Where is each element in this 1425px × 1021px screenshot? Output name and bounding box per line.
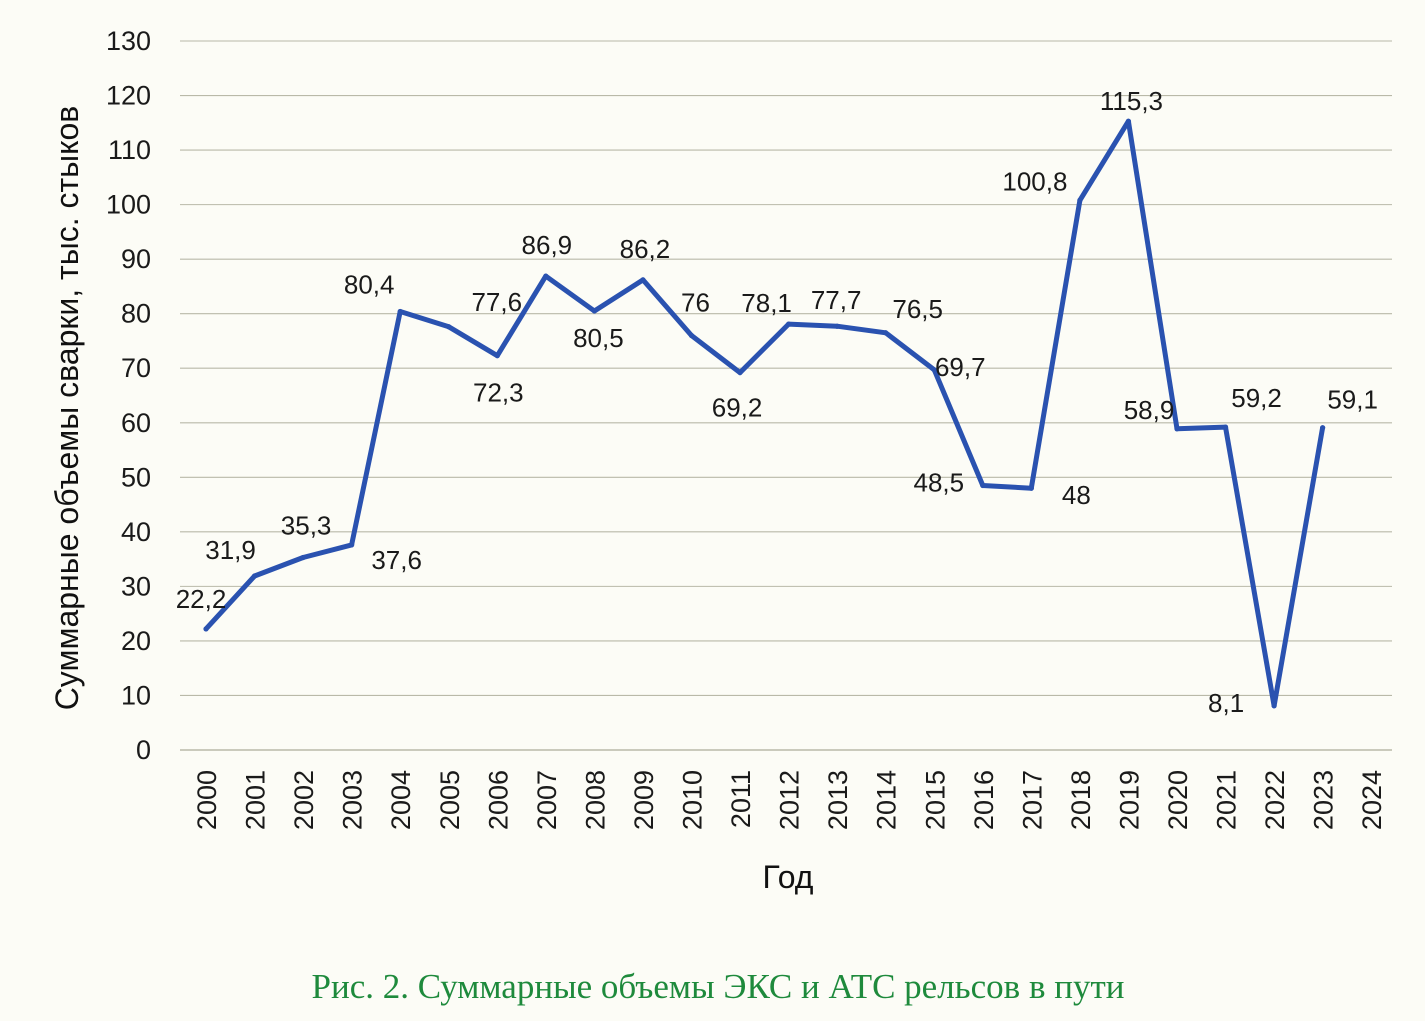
x-tick-label: 2007 xyxy=(532,770,562,830)
figure-caption: Рис. 2. Суммарные объемы ЭКС и АТС рельс… xyxy=(312,967,1125,1006)
data-label-2009: 86,2 xyxy=(620,234,671,264)
data-point-2004 xyxy=(397,308,403,315)
y-tick-label: 120 xyxy=(106,81,151,111)
data-label-2019: 115,3 xyxy=(1100,86,1163,116)
grid-lines xyxy=(180,40,1392,751)
data-point-2003 xyxy=(349,542,355,548)
data-point-2008 xyxy=(591,308,598,314)
x-tick-label: 2006 xyxy=(483,770,513,830)
data-label-2012: 78,1 xyxy=(741,288,792,318)
x-tick-label: 2016 xyxy=(969,770,999,830)
y-tick-label: 100 xyxy=(106,190,151,220)
x-tick-label: 2019 xyxy=(1114,770,1144,830)
data-point-2018 xyxy=(1077,197,1083,203)
y-tick-label: 80 xyxy=(121,299,151,329)
data-label-2016: 48,5 xyxy=(913,467,964,497)
data-label-2022: 8,1 xyxy=(1208,688,1244,718)
y-tick-label: 0 xyxy=(136,735,151,765)
x-tick-label: 2002 xyxy=(289,770,319,830)
data-labels: 22,2 31,9 35,3 37,6 80,4 77,6 72,3 86,9 80,5 86,2… xyxy=(176,86,1378,718)
data-point-2010 xyxy=(688,332,695,339)
data-label-2020: 58,9 xyxy=(1124,395,1175,425)
x-tick-label: 2017 xyxy=(1017,770,1047,830)
data-point-2000 xyxy=(203,626,209,632)
y-tick-label: 90 xyxy=(121,244,151,274)
data-label-2023: 59,1 xyxy=(1327,385,1378,415)
data-point-2014 xyxy=(883,330,889,336)
y-axis-ticks: 0 10 20 30 40 50 60 70 80 90 100 110 120 130 xyxy=(106,26,151,765)
x-tick-label: 2013 xyxy=(823,770,853,830)
x-tick-label: 2009 xyxy=(629,770,659,830)
data-label-2005: 77,6 xyxy=(471,287,522,317)
series-line xyxy=(203,118,1326,709)
x-tick-label: 2005 xyxy=(435,770,465,830)
x-tick-label: 2023 xyxy=(1309,770,1339,830)
data-series xyxy=(203,118,1326,709)
x-tick-label: 2000 xyxy=(192,770,222,830)
data-point-2017 xyxy=(1028,485,1034,491)
data-point-2015 xyxy=(931,367,937,373)
data-point-2022 xyxy=(1271,703,1277,709)
x-tick-label: 2012 xyxy=(775,770,805,830)
y-tick-label: 60 xyxy=(121,408,151,438)
data-label-2003: 37,6 xyxy=(371,545,422,575)
data-label-2010: 76 xyxy=(681,288,710,318)
y-tick-label: 10 xyxy=(121,680,151,710)
x-axis-title: Год xyxy=(763,859,814,895)
data-point-2006 xyxy=(494,353,500,359)
data-label-2002: 35,3 xyxy=(281,510,332,540)
y-tick-label: 70 xyxy=(121,353,151,383)
data-point-2019 xyxy=(1125,118,1132,124)
x-tick-label: 2022 xyxy=(1260,770,1290,830)
data-point-2002 xyxy=(300,554,306,561)
y-axis-title: Суммарные объемы сварки, тыс. стыков xyxy=(49,106,85,711)
x-tick-label: 2020 xyxy=(1163,770,1193,830)
y-tick-label: 20 xyxy=(121,626,151,656)
data-label-2001: 31,9 xyxy=(205,535,256,565)
data-label-2013: 77,7 xyxy=(811,285,862,315)
data-point-2001 xyxy=(251,573,258,579)
data-point-2012 xyxy=(786,321,792,327)
y-tick-label: 30 xyxy=(121,571,151,601)
data-point-2013 xyxy=(834,323,840,329)
y-tick-label: 110 xyxy=(108,135,151,165)
data-label-2014: 76,5 xyxy=(892,294,943,324)
data-point-2021 xyxy=(1222,424,1229,430)
y-tick-label: 130 xyxy=(106,26,151,56)
x-tick-label: 2018 xyxy=(1066,770,1096,830)
data-label-2007: 86,9 xyxy=(522,230,573,260)
y-tick-label: 40 xyxy=(121,517,151,547)
data-point-2007 xyxy=(543,273,549,279)
x-tick-label: 2015 xyxy=(920,770,950,830)
data-point-2011 xyxy=(737,369,743,376)
data-point-2005 xyxy=(446,324,452,330)
x-tick-label: 2008 xyxy=(580,770,610,830)
x-tick-label: 2010 xyxy=(678,770,708,830)
data-label-2021: 59,2 xyxy=(1231,383,1282,413)
data-point-2009 xyxy=(640,277,646,283)
data-point-2020 xyxy=(1174,426,1180,432)
data-label-2015: 69,7 xyxy=(935,352,986,382)
x-tick-label: 2001 xyxy=(241,770,271,830)
data-point-2016 xyxy=(980,482,986,489)
y-tick-label: 50 xyxy=(121,462,151,492)
data-label-2004: 80,4 xyxy=(344,270,395,300)
data-label-2000: 22,2 xyxy=(176,584,227,614)
x-axis-ticks: 2000 2001 2002 2003 2004 2005 2006 2007 2008 2009… xyxy=(192,770,1387,830)
x-tick-label: 2024 xyxy=(1357,770,1387,830)
data-label-2018: 100,8 xyxy=(1002,166,1067,196)
data-point-2023 xyxy=(1320,425,1326,431)
data-label-2008: 80,5 xyxy=(573,323,624,353)
x-tick-label: 2021 xyxy=(1212,770,1242,830)
data-label-2017: 48 xyxy=(1062,480,1091,510)
x-tick-label: 2003 xyxy=(338,770,368,830)
data-label-2006: 72,3 xyxy=(473,378,524,408)
data-label-2011: 69,2 xyxy=(712,393,763,423)
x-tick-label: 2011 xyxy=(726,770,756,828)
x-tick-label: 2004 xyxy=(386,770,416,830)
x-tick-label: 2014 xyxy=(872,770,902,830)
